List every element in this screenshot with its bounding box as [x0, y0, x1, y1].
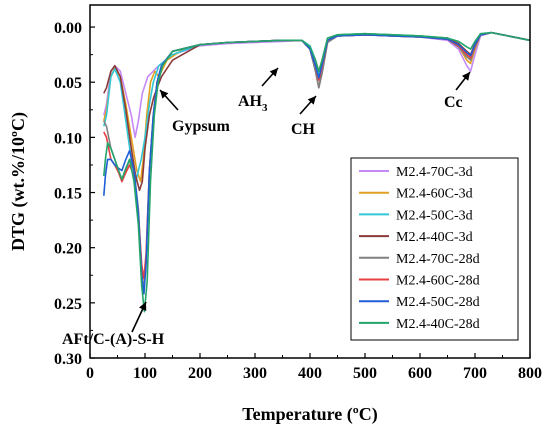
y-tick-label: 0.15: [54, 186, 82, 203]
y-tick-label: 0.30: [54, 351, 82, 368]
legend-label: M2.4-50C-3d: [396, 208, 473, 223]
y-tick-label: 0.10: [54, 130, 82, 147]
legend-label: M2.4-70C-28d: [396, 252, 480, 267]
annotation-label: AH3: [238, 93, 268, 114]
annotation-arrowhead: [307, 96, 316, 105]
x-tick-label: 200: [188, 365, 212, 382]
x-tick-label: 800: [518, 365, 542, 382]
legend-box: [350, 157, 519, 341]
y-tick-label: 0.05: [54, 75, 82, 92]
series-line-1: [103, 31, 531, 139]
y-tick-label: 0.25: [54, 296, 82, 313]
annotation-arrowhead: [269, 68, 278, 77]
x-tick-label: 500: [353, 365, 377, 382]
legend-label: M2.4-60C-28d: [396, 274, 480, 289]
axes: 0 100 200 300 400 500 600 700 800 0.00 0.05 0.10 0.1…: [54, 20, 542, 382]
x-tick-label: 0: [86, 365, 94, 382]
legend-label: M2.4-40C-28d: [396, 317, 480, 332]
x-tick-label: 300: [243, 365, 267, 382]
legend-label: M2.4-60C-3d: [396, 187, 473, 202]
x-tick-label: 100: [133, 365, 157, 382]
x-tick-label: 400: [298, 365, 322, 382]
x-axis-title: Temperature (ºC): [242, 404, 377, 425]
annotation-label: CH: [291, 121, 316, 138]
annotation-arrowhead: [138, 302, 147, 311]
annotation-label: Gypsum: [172, 118, 230, 135]
annotations: AFt/C-(A)-S-H Gypsum AH3 CH Cc: [62, 67, 471, 348]
y-tick-label: 0.20: [54, 241, 82, 258]
legend-label: M2.4-70C-3d: [396, 165, 473, 180]
y-tick-label: 0.00: [54, 20, 82, 37]
plot-series: [103, 31, 531, 313]
x-tick-label: 600: [408, 365, 432, 382]
series-line-8: [103, 31, 531, 313]
annotation-arrowhead: [160, 90, 169, 99]
legend-label: M2.4-50C-28d: [396, 295, 480, 310]
annotation-arrowhead: [461, 72, 470, 81]
annotation-label: Cc: [444, 94, 463, 111]
y-axis-title: DTG (wt.%/10ºC): [8, 112, 29, 251]
x-tick-label: 700: [463, 365, 487, 382]
annotation-label: AFt/C-(A)-S-H: [62, 331, 165, 348]
legend: M2.4-70C-3d M2.4-60C-3d M2.4-50C-3d M2.4-40…: [350, 157, 519, 341]
legend-label: M2.4-40C-3d: [396, 230, 473, 245]
